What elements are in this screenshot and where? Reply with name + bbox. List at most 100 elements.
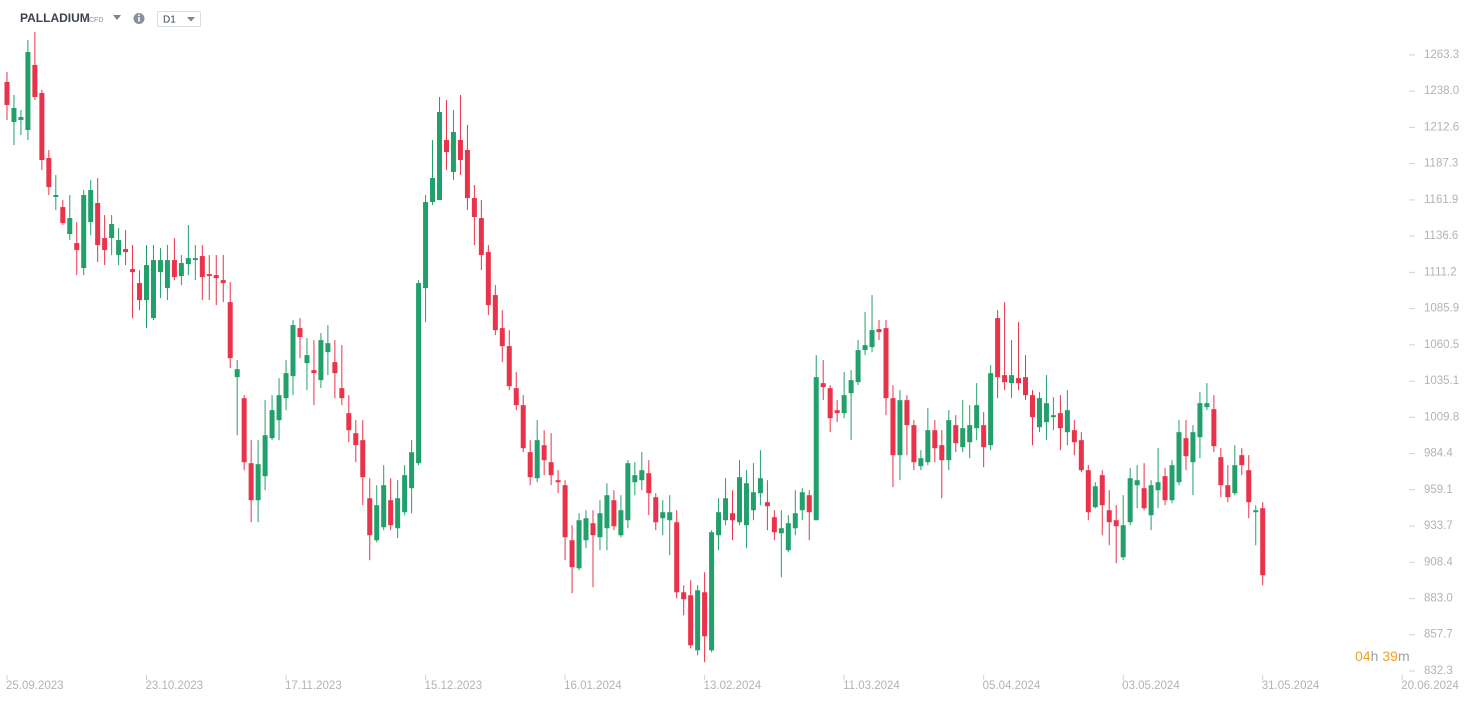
candle-body xyxy=(771,517,777,533)
candle-body xyxy=(353,433,359,446)
candle-body xyxy=(4,81,10,105)
candle-body xyxy=(548,462,554,476)
candle-body xyxy=(381,485,387,528)
candle-body xyxy=(904,400,910,426)
candle-body xyxy=(1211,409,1217,447)
candle-body xyxy=(583,518,589,541)
candle-body xyxy=(130,269,136,273)
candle-body xyxy=(1085,470,1091,513)
candle-body xyxy=(1239,455,1245,466)
candle-body xyxy=(1050,415,1056,418)
candle-body xyxy=(848,380,854,394)
timeframe-select[interactable] xyxy=(157,11,201,27)
candle-body xyxy=(911,425,917,463)
candle-body xyxy=(234,369,240,378)
candle-body xyxy=(1099,475,1105,506)
candle-body xyxy=(730,513,736,521)
candle-body xyxy=(736,477,742,523)
y-tick-label: 1212.6 xyxy=(1424,121,1459,133)
x-tick-label: 25.09.2023 xyxy=(6,680,64,692)
candle-body xyxy=(192,258,198,261)
x-tick-label: 13.02.2024 xyxy=(704,680,762,692)
candle-body xyxy=(743,483,749,526)
instrument-type: CFD xyxy=(89,17,103,24)
candle-body xyxy=(1260,508,1266,576)
candle-body xyxy=(248,463,254,501)
candle-body xyxy=(653,497,659,523)
candle-body xyxy=(834,410,840,414)
candle-body xyxy=(506,346,512,387)
header: PALLADIUM CFD D1 xyxy=(20,11,201,27)
candle-body xyxy=(1016,378,1022,384)
candle-body xyxy=(1009,375,1015,384)
candle-body xyxy=(88,190,94,223)
candle-body xyxy=(1225,485,1231,498)
candle-body xyxy=(290,325,296,377)
candle-body xyxy=(1141,488,1147,509)
candle-body xyxy=(332,362,338,374)
candle-body xyxy=(520,405,526,449)
candle-body xyxy=(227,302,233,359)
candle-body xyxy=(1029,395,1035,418)
candle-body xyxy=(450,132,456,173)
candle-body xyxy=(1002,375,1008,383)
candle-body xyxy=(576,520,582,569)
candle-body xyxy=(269,410,275,439)
candle-body xyxy=(164,260,170,289)
candle-body xyxy=(890,398,896,456)
candle-body xyxy=(897,400,903,456)
candle-body xyxy=(1232,465,1238,494)
candle-body xyxy=(981,425,987,448)
countdown-hours-unit: h xyxy=(1371,648,1379,664)
candle-body xyxy=(695,590,701,651)
candle-body xyxy=(262,435,268,477)
candle-body xyxy=(471,198,477,218)
candle-body xyxy=(1155,482,1161,491)
y-tick-label: 1035.1 xyxy=(1424,375,1459,387)
plot-area: 1263.3 1238.0 1212.6 1187.3 1161.9 1136.6 1111… xyxy=(4,31,1459,692)
candle-body xyxy=(283,373,289,399)
candle-body xyxy=(855,350,861,383)
bar-countdown: 04h 39m xyxy=(1355,648,1410,664)
y-tick-label: 1238.0 xyxy=(1424,85,1459,97)
candle-body xyxy=(18,116,24,120)
x-tick-label: 20.06.2024 xyxy=(1401,680,1459,692)
candle-body xyxy=(1127,478,1133,523)
candle-body xyxy=(492,295,498,331)
candle-body xyxy=(876,329,882,333)
y-tick-label: 1136.6 xyxy=(1424,230,1458,242)
candle-body xyxy=(409,452,415,489)
symbol-dropdown[interactable] xyxy=(113,15,121,20)
candle-body xyxy=(995,318,1001,378)
candle-body xyxy=(25,51,31,131)
candle-body xyxy=(67,218,73,235)
countdown-minutes: 39 xyxy=(1382,648,1398,664)
candle-body xyxy=(416,283,422,464)
candle-body xyxy=(123,249,129,253)
candle-body xyxy=(102,238,108,251)
candle-body xyxy=(185,258,191,265)
candle-body xyxy=(311,370,317,374)
candle-body xyxy=(702,592,708,637)
symbol: PALLADIUM xyxy=(20,11,90,25)
candle-body xyxy=(932,430,938,449)
candle-body xyxy=(757,478,763,494)
candle-body xyxy=(1078,440,1084,471)
y-tick-label: 959.1 xyxy=(1424,484,1453,496)
candle-body xyxy=(639,470,645,481)
candle-body xyxy=(32,64,38,97)
candle-body xyxy=(1064,410,1070,433)
candle-body xyxy=(813,377,819,521)
candle-body xyxy=(1113,520,1119,527)
candle-body xyxy=(137,283,143,301)
y-tick-label: 933.7 xyxy=(1424,520,1453,532)
candle-body xyxy=(374,505,380,541)
candle-body xyxy=(799,492,805,511)
candle-body xyxy=(883,328,889,399)
candle-body xyxy=(625,463,631,521)
x-tick-label: 23.10.2023 xyxy=(146,680,204,692)
y-tick-label: 883.0 xyxy=(1424,593,1453,605)
candle-body xyxy=(1162,476,1168,501)
candle-body xyxy=(430,178,436,203)
